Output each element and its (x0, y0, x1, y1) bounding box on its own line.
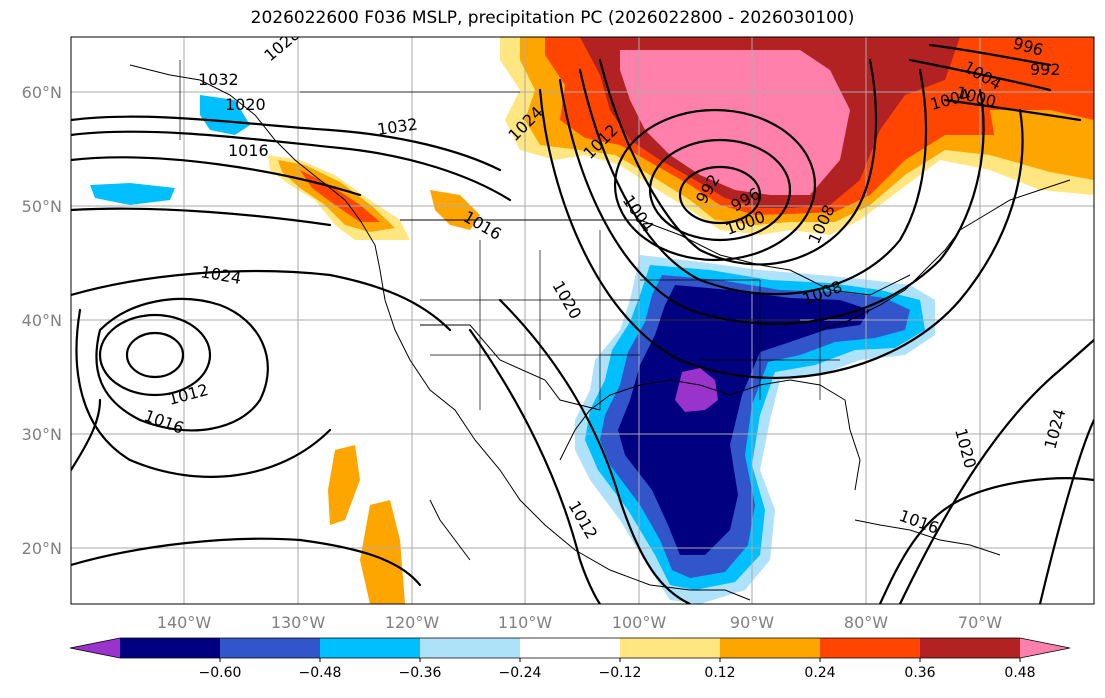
contour-label: 1016 (228, 141, 269, 160)
precip-negative-alaska (200, 95, 250, 135)
lon-label: 100°W (612, 613, 667, 632)
precip-negative-navy (618, 285, 870, 555)
colorbar-segment (320, 638, 421, 658)
lon-label: 110°W (498, 613, 553, 632)
colorbar-tick-label: 0.36 (904, 665, 935, 681)
colorbar-extend-min (70, 638, 120, 658)
contour-label: 1020 (225, 95, 266, 114)
colorbar-segment (620, 638, 721, 658)
map-title: 2026022600 F036 MSLP, precipitation PC (… (250, 8, 855, 28)
longitude-labels: 140°W 130°W 120°W 110°W 100°W 90°W 80°W … (157, 613, 1002, 632)
lon-label: 70°W (958, 613, 1002, 632)
precip-positive-pacific-1 (328, 445, 360, 525)
precip-negative-purple (675, 368, 718, 412)
lon-label: 120°W (385, 613, 440, 632)
lon-label: 80°W (844, 613, 888, 632)
colorbar-segment (220, 638, 321, 658)
colorbar-outline (69, 637, 1071, 659)
colorbar-tick-label: −0.12 (599, 665, 642, 681)
colorbar-extend-max (1020, 638, 1070, 658)
colorbar-segment (820, 638, 921, 658)
contour-label: 996 (1011, 34, 1045, 60)
lat-label: 40°N (22, 311, 62, 330)
colorbar: −0.60 −0.48 −0.36 −0.24 −0.12 0.12 0.24 0.36 0.4… (69, 637, 1105, 681)
gridlines (71, 37, 1094, 604)
precip-positive-pacific-2 (360, 500, 405, 604)
colorbar-tick-label: −0.24 (499, 665, 542, 681)
colorbar-tick-label: 0.48 (1004, 665, 1035, 681)
lon-label: 130°W (271, 613, 326, 632)
colorbar-tick-label: −0.36 (399, 665, 442, 681)
precip-shading (90, 37, 1094, 604)
precip-negative-pacific-nw (90, 183, 175, 205)
map-plot: 1032 1028 1032 1020 1016 1024 1012 1016 … (71, 34, 1094, 604)
lat-label: 30°N (22, 425, 62, 444)
contour-label: 1032 (198, 70, 239, 89)
precip-positive-north-pink (620, 50, 850, 195)
colorbar-tick-label: 0.24 (804, 665, 835, 681)
latitude-labels: 60°N 50°N 40°N 30°N 20°N (22, 83, 62, 558)
colorbar-tick-label: 0.12 (704, 665, 735, 681)
lat-label: 60°N (22, 83, 62, 102)
plot-frame (70, 36, 1095, 605)
state-borders (179, 60, 840, 410)
colorbar-segment (920, 638, 1021, 658)
colorbar-tick-label: −0.60 (199, 665, 242, 681)
precip-positive-se (990, 110, 1094, 180)
mslp-contours (71, 43, 1094, 604)
colorbar-segment (720, 638, 821, 658)
colorbar-segment (520, 638, 621, 658)
contour-label: 992 (1030, 60, 1061, 79)
lat-label: 50°N (22, 197, 62, 216)
lon-label: 90°W (730, 613, 774, 632)
colorbar-tick-label: −0.48 (299, 665, 342, 681)
colorbar-segment (420, 638, 521, 658)
lon-label: 140°W (157, 613, 212, 632)
lat-label: 20°N (22, 539, 62, 558)
colorbar-segment (120, 638, 221, 658)
